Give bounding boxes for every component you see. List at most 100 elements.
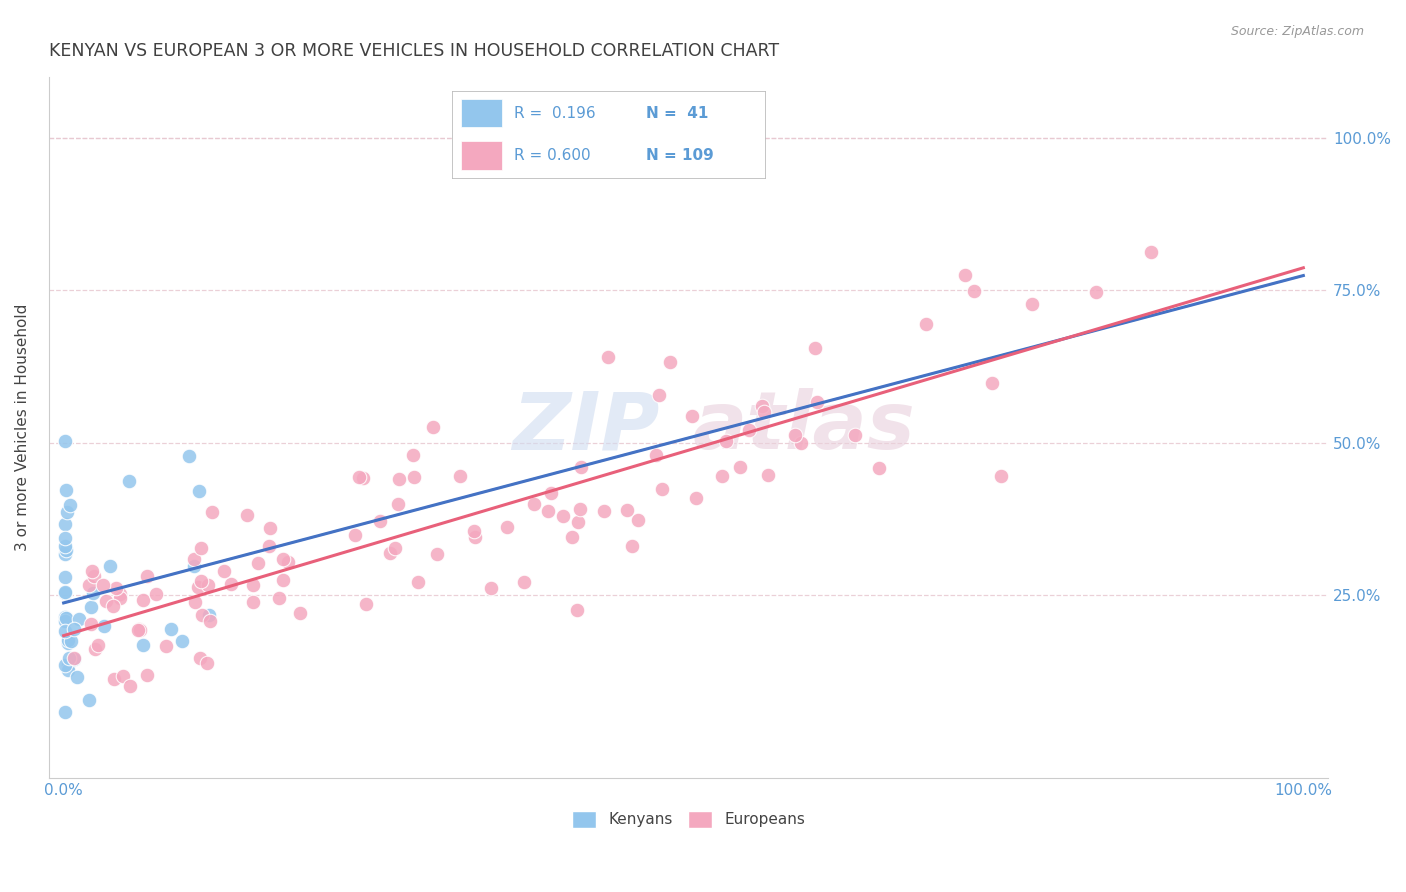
Point [645, 448, 668, 462]
Point [53, 586, 76, 600]
Point [756, 468, 779, 483]
Point [53, 547, 76, 561]
Point [53, 705, 76, 719]
Point [464, 530, 486, 544]
Point [449, 468, 471, 483]
Point [754, 405, 776, 419]
Point [53, 614, 76, 628]
Point [80, 564, 103, 578]
Point [658, 355, 681, 369]
Point [128, 624, 150, 638]
Point [236, 508, 259, 522]
Point [593, 504, 616, 518]
Point [136, 667, 159, 681]
Point [56, 663, 79, 677]
Point [56, 505, 79, 519]
Point [422, 419, 444, 434]
Point [783, 428, 806, 442]
Text: ZIP: ZIP [512, 388, 659, 467]
Point [384, 541, 406, 555]
Point [145, 587, 167, 601]
Point [990, 469, 1012, 483]
Point [352, 470, 374, 484]
Point [651, 482, 673, 496]
Point [790, 435, 813, 450]
Point [120, 679, 142, 693]
Point [596, 351, 619, 365]
Point [55, 543, 77, 558]
Point [53, 539, 76, 553]
Point [53, 658, 76, 673]
Point [406, 575, 429, 590]
Y-axis label: 3 or more Vehicles in Household: 3 or more Vehicles in Household [15, 303, 30, 551]
Point [738, 424, 761, 438]
Point [56, 636, 79, 650]
Point [58, 651, 80, 665]
Point [354, 597, 377, 611]
Point [648, 388, 671, 402]
Point [53, 516, 76, 531]
Point [479, 581, 502, 595]
Point [378, 546, 401, 560]
Point [247, 556, 270, 570]
Point [568, 502, 591, 516]
Point [183, 559, 205, 574]
Point [87, 638, 110, 652]
Point [77, 578, 100, 592]
Point [981, 376, 1004, 390]
Point [553, 509, 575, 524]
Point [190, 574, 212, 589]
Point [1084, 285, 1107, 300]
Point [80, 617, 103, 632]
Point [1140, 244, 1163, 259]
Point [127, 623, 149, 637]
Point [82, 585, 104, 599]
Point [963, 284, 986, 298]
Point [710, 468, 733, 483]
Point [98, 559, 121, 574]
Point [55, 611, 77, 625]
Point [83, 641, 105, 656]
Point [59, 498, 82, 512]
Point [868, 461, 890, 475]
Point [259, 521, 281, 535]
Point [66, 670, 89, 684]
Point [277, 554, 299, 568]
Point [496, 520, 519, 534]
Point [77, 693, 100, 707]
Point [172, 634, 194, 648]
Point [179, 449, 201, 463]
Point [197, 577, 219, 591]
Point [63, 622, 86, 636]
Point [915, 317, 938, 331]
Point [463, 524, 485, 538]
Point [681, 409, 703, 424]
Point [103, 673, 125, 687]
Point [105, 581, 128, 595]
Point [101, 599, 124, 613]
Point [184, 595, 207, 609]
Point [685, 491, 707, 506]
Point [565, 603, 588, 617]
Point [844, 428, 866, 442]
Point [347, 470, 370, 484]
Point [190, 607, 212, 622]
Point [616, 502, 638, 516]
Point [198, 614, 221, 628]
Point [343, 528, 366, 542]
Point [219, 577, 242, 591]
Point [93, 619, 115, 633]
Point [80, 599, 103, 614]
Point [53, 434, 76, 449]
Point [118, 474, 141, 488]
Point [271, 552, 294, 566]
Point [242, 578, 264, 592]
Point [155, 639, 177, 653]
Point [159, 622, 181, 636]
Point [1021, 296, 1043, 310]
Point [257, 539, 280, 553]
Legend: Kenyans, Europeans: Kenyans, Europeans [565, 805, 811, 834]
Point [806, 395, 828, 409]
Point [190, 541, 212, 555]
Text: KENYAN VS EUROPEAN 3 OR MORE VEHICLES IN HOUSEHOLD CORRELATION CHART: KENYAN VS EUROPEAN 3 OR MORE VEHICLES IN… [49, 42, 779, 60]
